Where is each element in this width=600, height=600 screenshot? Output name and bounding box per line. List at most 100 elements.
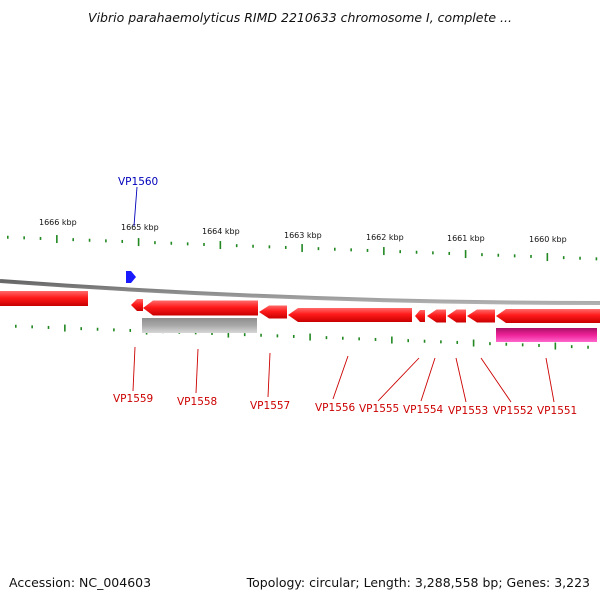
tick-mark-bottom: [15, 324, 17, 328]
tick-mark-top: [284, 245, 287, 249]
tick-mark-bottom: [358, 337, 360, 341]
tick-mark-top: [497, 253, 500, 257]
axis-label-1661-kbp: 1661 kbp: [447, 234, 485, 243]
rna-feature[interactable]: [496, 328, 597, 342]
pseudogene-feature[interactable]: [142, 318, 257, 333]
gene-VP1558[interactable]: [143, 300, 258, 316]
gene-VP1552[interactable]: [467, 309, 495, 323]
tick-mark-bottom: [260, 333, 262, 337]
tick-mark-top: [39, 236, 42, 240]
gene-label-VP1552[interactable]: VP1552: [493, 405, 533, 417]
gene-label-VP1555[interactable]: VP1555: [359, 403, 399, 415]
tick-mark-bottom: [440, 340, 442, 344]
axis-label-1665-kbp: 1665 kbp: [121, 223, 159, 232]
tick-mark-top: [170, 241, 173, 245]
tick-mark-top: [481, 253, 483, 257]
tick-row-top: [7, 235, 598, 262]
tick-mark-bottom: [587, 345, 589, 349]
gene-label-VP1554[interactable]: VP1554: [403, 404, 444, 416]
tick-mark-top: [219, 241, 222, 250]
tick-mark-bottom: [129, 328, 132, 332]
tick-mark-top: [317, 247, 320, 251]
gene-label-VP1559[interactable]: VP1559: [113, 393, 153, 405]
gene-label-VP1553[interactable]: VP1553: [448, 405, 488, 417]
gene-label-VP1556[interactable]: VP1556: [315, 402, 356, 414]
leader-line-VP1558: [195, 348, 199, 394]
tick-mark-bottom: [113, 328, 115, 332]
tick-mark-top: [203, 242, 205, 246]
leader-line-VP1554: [420, 357, 436, 402]
tick-mark-top: [366, 248, 369, 252]
tick-mark-top: [415, 250, 418, 254]
tick-mark-bottom: [407, 339, 409, 343]
leader-line-VP1551: [545, 357, 555, 403]
tick-mark-bottom: [31, 325, 33, 329]
leader-line-VP1559: [132, 346, 136, 392]
tick-mark-top: [399, 250, 401, 254]
gene-label-VP1558[interactable]: VP1558: [177, 396, 217, 408]
axis-label-1664-kbp: 1664 kbp: [202, 227, 240, 236]
tick-mark-top: [23, 236, 25, 240]
tick-mark-top: [334, 247, 336, 251]
gene-VP1557[interactable]: [259, 305, 287, 319]
gene-partial-left[interactable]: [0, 291, 88, 306]
gene-label-VP1560[interactable]: VP1560: [118, 176, 158, 188]
tick-mark-bottom: [276, 334, 279, 338]
tick-mark-bottom: [211, 331, 213, 335]
gene-label-VP1557[interactable]: VP1557: [250, 400, 290, 412]
leader-line-VP1556: [332, 355, 349, 400]
gene-VP1551[interactable]: [496, 309, 600, 323]
axis-label-1666-kbp: 1666 kbp: [39, 218, 77, 227]
axis-label-1660-kbp: 1660 kbp: [529, 235, 567, 244]
tick-mark-top: [186, 242, 189, 246]
tick-mark-top: [432, 251, 434, 255]
gene-label-VP1551[interactable]: VP1551: [537, 405, 577, 417]
leader-line-VP1560: [133, 186, 138, 227]
gene-VP1556[interactable]: [288, 308, 412, 322]
leader-line-VP1555: [377, 357, 420, 402]
tick-mark-bottom: [292, 334, 295, 338]
tick-mark-top: [562, 256, 565, 260]
tick-mark-top: [546, 253, 549, 262]
tick-mark-top: [154, 241, 156, 245]
tick-mark-bottom: [96, 327, 99, 331]
tick-mark-top: [105, 239, 107, 243]
accession-label: Accession: NC_004603: [9, 575, 152, 590]
tick-mark-top: [464, 250, 467, 259]
gene-VP1554[interactable]: [427, 309, 446, 323]
map-title: Vibrio parahaemolyticus RIMD 2210633 chr…: [88, 10, 512, 25]
tick-mark-bottom: [243, 333, 246, 337]
tick-mark-bottom: [342, 336, 344, 340]
axis-label-1662-kbp: 1662 kbp: [366, 233, 404, 242]
tick-mark-bottom: [489, 342, 491, 346]
tick-mark-bottom: [423, 339, 426, 343]
tick-mark-top: [252, 244, 254, 248]
tick-mark-top: [88, 238, 91, 242]
gene-labels: VP1560 VP1559 VP1558 VP1557 VP1556 VP1555 VP15…: [113, 176, 577, 417]
tick-mark-top: [595, 257, 598, 261]
gene-VP1560[interactable]: [126, 271, 136, 283]
gene-VP1559[interactable]: [131, 299, 143, 311]
tick-mark-top: [235, 244, 238, 248]
tick-mark-top: [72, 238, 74, 242]
tick-mark-top: [7, 235, 9, 239]
tick-mark-bottom: [538, 343, 540, 347]
tick-mark-bottom: [374, 337, 377, 341]
tick-mark-bottom: [505, 342, 508, 346]
leader-line-VP1552: [480, 357, 512, 403]
tick-mark-bottom: [325, 336, 328, 340]
tick-mark-top: [137, 238, 140, 247]
tick-mark-top: [513, 254, 516, 258]
axis-label-1663-kbp: 1663 kbp: [284, 231, 322, 240]
tick-mark-bottom: [227, 330, 230, 338]
tick-mark-top: [301, 244, 303, 253]
tick-mark-bottom: [80, 327, 82, 331]
chromosome-backbone: [0, 279, 600, 305]
tick-mark-top: [530, 254, 532, 258]
tick-mark-bottom: [64, 324, 66, 332]
gene-VP1555[interactable]: [415, 310, 425, 322]
gene-VP1553[interactable]: [447, 309, 466, 323]
leader-line-VP1557: [267, 352, 271, 398]
tick-mark-bottom: [570, 345, 573, 349]
